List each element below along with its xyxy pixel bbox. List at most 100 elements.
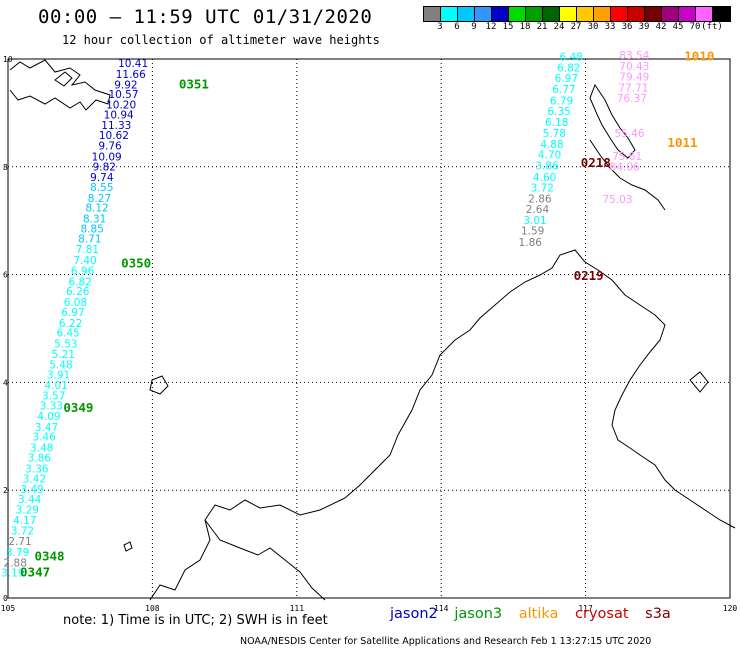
coastline-sabah xyxy=(589,139,666,211)
wave-height-label: 10.57 xyxy=(108,89,138,101)
wave-height-label: 3.72 xyxy=(11,525,34,537)
colorbar-label: 21 xyxy=(536,22,548,32)
wave-height-label: 2.71 xyxy=(8,536,31,548)
y-tick-label: 0 xyxy=(3,594,8,603)
colorbar-swatch xyxy=(424,7,441,21)
coastline-islet-3 xyxy=(123,541,133,552)
footer-note: note: 1) Time is in UTC; 2) SWH is in fe… xyxy=(63,613,328,628)
colorbar-swatch xyxy=(679,7,696,21)
wave-height-label: 8.55 xyxy=(90,182,113,194)
wave-height-label: 55.46 xyxy=(614,128,644,140)
pass-number-label: 0349 xyxy=(63,400,93,415)
y-tick-label: 6 xyxy=(3,271,8,280)
wave-height-label: 75.03 xyxy=(602,194,632,206)
wave-height-label: 6.48 xyxy=(559,52,582,64)
colorbar-swatch xyxy=(611,7,628,21)
coastline-islet-2 xyxy=(149,375,169,395)
wave-height-label: 6.79 xyxy=(550,95,573,107)
colorbar-swatch xyxy=(560,7,577,21)
colorbar-label: 6 xyxy=(454,22,460,32)
colorbar-swatch xyxy=(577,7,594,21)
wave-height-label: 3.36 xyxy=(25,463,49,475)
wave-height-label: 3.44 xyxy=(18,494,42,506)
wave-height-label: 10.41 xyxy=(118,58,148,70)
pass-number-label: 0219 xyxy=(574,268,604,283)
legend-s3a: s3a xyxy=(645,606,671,622)
wave-height-label: 4.09 xyxy=(37,411,60,423)
satellite-legend: jason2 jason3 altika cryosat s3a xyxy=(390,606,683,622)
wave-height-label: 6.82 xyxy=(557,62,580,74)
legend-altika: altika xyxy=(518,606,559,622)
x-tick-label: 114 xyxy=(434,604,449,613)
wave-height-label: 3.42 xyxy=(23,474,46,486)
colorbar-label: 42 xyxy=(655,22,667,32)
legend-jason3: jason3 xyxy=(454,606,503,622)
wave-height-label: 8.12 xyxy=(85,203,108,215)
x-tick-label: 108 xyxy=(145,604,160,613)
coastline-islet-1 xyxy=(54,71,73,87)
footer-credit: NOAA/NESDIS Center for Satellite Applica… xyxy=(240,636,652,647)
wave-height-label: 1.86 xyxy=(519,237,543,249)
wave-height-label: 6.26 xyxy=(66,286,90,298)
pass-number-label: 0350 xyxy=(121,256,151,271)
wave-height-label: 9.76 xyxy=(98,141,122,153)
wave-height-label: 7.40 xyxy=(73,255,96,267)
colorbar-label: 36 xyxy=(621,22,633,32)
wave-height-label: 5.21 xyxy=(52,349,75,361)
wave-height-label: 83.54 xyxy=(619,50,649,62)
colorbar-swatch xyxy=(662,7,679,21)
colorbar-swatch xyxy=(441,7,458,21)
wave-height-label: 8.27 xyxy=(88,193,111,205)
pass-number-label: 1010 xyxy=(684,49,714,64)
wave-height-label: 3.29 xyxy=(16,504,39,516)
wave-height-label: 3.49 xyxy=(20,484,43,496)
wave-height-label: 11.33 xyxy=(101,120,131,132)
colorbar-label: 70 xyxy=(689,22,701,32)
wave-height-label: 9.82 xyxy=(93,162,116,174)
colorbar-label: 33 xyxy=(604,22,616,32)
colorbar-swatch xyxy=(696,7,713,21)
wave-height-label: 8.85 xyxy=(81,224,104,236)
colorbar-label: 45 xyxy=(672,22,684,32)
colorbar-label: 39 xyxy=(638,22,650,32)
wave-height-label: 5.78 xyxy=(543,128,566,140)
lat-lon-grid: 105 108 111 114 117 120 0 2 4 6 8 10 xyxy=(1,55,738,613)
wave-height-label: 79.49 xyxy=(619,72,649,84)
wave-height-label: 10.09 xyxy=(92,151,122,163)
wave-height-label: 5.48 xyxy=(49,359,72,371)
colorbar-swatch xyxy=(713,7,730,21)
wave-height-label: 6.45 xyxy=(56,328,79,340)
wave-height-label: 3.19 xyxy=(1,567,24,579)
pass-number-label: 0218 xyxy=(581,155,611,170)
wave-height-label: 3.86 xyxy=(28,453,52,465)
wave-height-label: 8.71 xyxy=(78,233,101,245)
wave-height-label: 76.37 xyxy=(617,93,647,105)
jason3-wave-labels: 8.558.278.128.318.858.717.817.406.966.82… xyxy=(1,182,113,579)
wave-height-label: 6.18 xyxy=(545,117,568,129)
legend-cryosat: cryosat xyxy=(575,606,629,622)
y-tick-label: 8 xyxy=(3,163,8,172)
x-tick-label: 120 xyxy=(723,604,738,613)
coastlines xyxy=(9,59,736,601)
wave-height-label: 9.74 xyxy=(90,172,114,184)
wave-height-label: 2.88 xyxy=(4,558,27,570)
x-tick-label: 105 xyxy=(1,604,16,613)
x-tick-label: 111 xyxy=(290,604,305,613)
colorbar-swatch xyxy=(645,7,662,21)
colorbar-label: 27 xyxy=(570,22,582,32)
wave-height-label: 6.22 xyxy=(59,318,82,330)
wave-height-label: 3.48 xyxy=(30,442,53,454)
wave-height-label: 4.60 xyxy=(533,172,556,184)
wave-height-label: 3.33 xyxy=(40,400,63,412)
colorbar-label: 9 xyxy=(471,22,477,32)
wave-height-label: 75.61 xyxy=(612,151,642,163)
pass-number-label: 0347 xyxy=(20,564,50,579)
wave-height-label: 3.01 xyxy=(523,215,546,227)
wave-height-label: 6.77 xyxy=(552,84,575,96)
colorbar-label: 30 xyxy=(587,22,599,32)
chart-subtitle: 12 hour collection of altimeter wave hei… xyxy=(62,33,380,47)
colorbar-swatch xyxy=(475,7,492,21)
wave-height-label: 3.57 xyxy=(42,391,65,403)
